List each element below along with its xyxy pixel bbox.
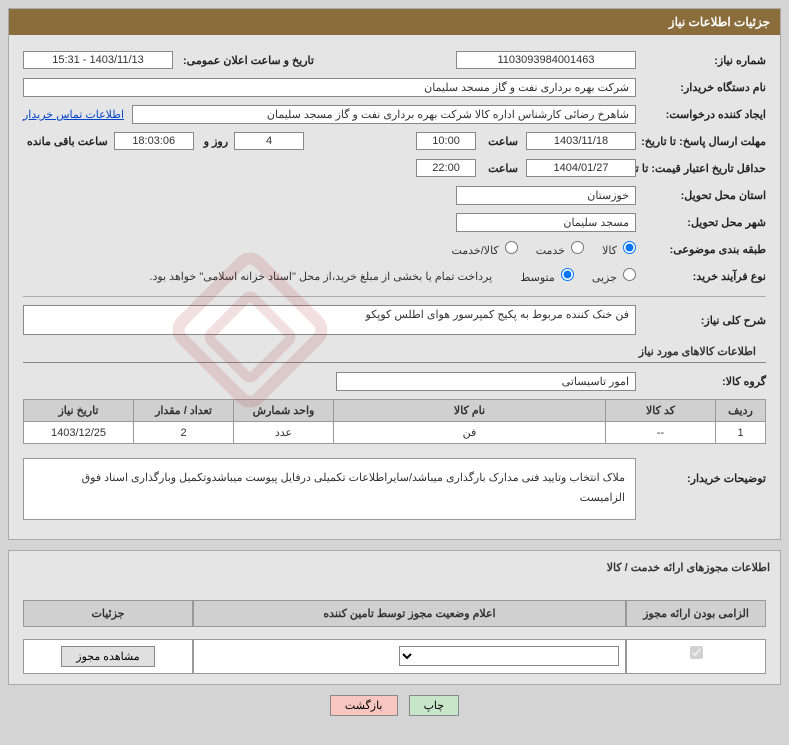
process-note: پرداخت تمام یا بخشی از مبلغ خرید،از محل … (149, 270, 492, 283)
lic-details-cell: مشاهده مجوز (23, 639, 193, 674)
panel-title: جزئیات اطلاعات نیاز (669, 15, 770, 29)
class-radio-both[interactable]: کالا/خدمت (451, 241, 517, 257)
desc-field: فن خنک کننده مربوط به پکیج کمپرسور هوای … (23, 305, 636, 335)
panel-header: جزئیات اطلاعات نیاز (9, 9, 780, 35)
proc-opt2: متوسط (520, 272, 555, 284)
license-data-row: مشاهده مجوز (23, 639, 766, 674)
time-label-2: ساعت (484, 162, 518, 175)
group-label: گروه کالا: (636, 375, 766, 388)
validity-time: 22:00 (416, 159, 476, 177)
license-title: اطلاعات مجوزهای ارائه خدمت / کالا (9, 557, 780, 578)
class-radio-goods[interactable]: کالا (602, 241, 636, 257)
th-name: نام کالا (334, 400, 606, 422)
validity-date: 1404/01/27 (526, 159, 636, 177)
need-no-label: شماره نیاز: (636, 54, 766, 67)
proc-radio-small[interactable]: جزیی (592, 268, 636, 284)
need-no-field: 1103093984001463 (456, 51, 636, 69)
proc-radio-medium[interactable]: متوسط (520, 268, 574, 284)
required-checkbox (690, 646, 703, 659)
class-opt2: خدمت (536, 245, 565, 257)
process-label: نوع فرآیند خرید: (636, 270, 766, 283)
back-button[interactable]: بازگشت (330, 695, 398, 716)
lic-col-details: جزئیات (23, 600, 193, 627)
contact-link[interactable]: اطلاعات تماس خریدار (23, 108, 124, 121)
th-row: ردیف (716, 400, 766, 422)
cell-code: -- (606, 422, 716, 444)
province-label: استان محل تحویل: (636, 189, 766, 202)
province-field: خوزستان (456, 186, 636, 205)
items-table: ردیف کد کالا نام کالا واحد شمارش تعداد /… (23, 399, 766, 444)
deadline-label: مهلت ارسال پاسخ: تا تاریخ: (636, 135, 766, 148)
status-select[interactable] (399, 646, 619, 666)
creator-field: شاهرخ رضائی کارشناس اداره کالا شرکت بهره… (132, 105, 636, 124)
class-radio-service[interactable]: خدمت (536, 241, 584, 257)
actions-bar: چاپ بازگشت (8, 695, 781, 716)
cell-name: فن (334, 422, 606, 444)
license-header-row: الزامی بودن ارائه مجوز اعلام وضعیت مجوز … (23, 600, 766, 627)
proc-opt1: جزیی (592, 272, 617, 284)
creator-label: ایجاد کننده درخواست: (636, 108, 766, 121)
th-code: کد کالا (606, 400, 716, 422)
city-label: شهر محل تحویل: (636, 216, 766, 229)
main-panel: جزئیات اطلاعات نیاز شماره نیاز: 11030939… (8, 8, 781, 540)
deadline-time: 10:00 (416, 132, 476, 150)
buyer-org-field: شرکت بهره برداری نفت و گاز مسجد سلیمان (23, 78, 636, 97)
cell-row: 1 (716, 422, 766, 444)
cell-qty: 2 (134, 422, 234, 444)
cell-unit: عدد (234, 422, 334, 444)
th-unit: واحد شمارش (234, 400, 334, 422)
class-label: طبقه بندی موضوعی: (636, 243, 766, 256)
days-and: روز و (200, 135, 228, 148)
th-qty: تعداد / مقدار (134, 400, 234, 422)
print-button[interactable]: چاپ (409, 695, 460, 716)
buyer-note-box: ملاک انتخاب وتایید فنی مدارک بارگذاری می… (23, 458, 636, 520)
countdown: 18:03:06 (114, 132, 194, 150)
time-label-1: ساعت (484, 135, 518, 148)
class-opt1: کالا (602, 245, 617, 257)
lic-status-cell (193, 639, 626, 674)
validity-label: حداقل تاریخ اعتبار قیمت: تا تاریخ: (636, 162, 766, 175)
cell-date: 1403/12/25 (24, 422, 134, 444)
buyer-note-label: توضیحات خریدار: (636, 452, 766, 485)
class-opt3: کالا/خدمت (451, 245, 498, 257)
buyer-org-label: نام دستگاه خریدار: (636, 81, 766, 94)
desc-label: شرح کلی نیاز: (636, 314, 766, 327)
announce-field: 1403/11/13 - 15:31 (23, 51, 173, 69)
items-section-title: اطلاعات کالاهای مورد نیاز (23, 341, 766, 363)
city-field: مسجد سلیمان (456, 213, 636, 232)
th-date: تاریخ نیاز (24, 400, 134, 422)
remaining-label: ساعت باقی مانده (23, 135, 108, 148)
group-field: امور تاسیساتی (336, 372, 636, 391)
lic-col-required: الزامی بودن ارائه مجوز (626, 600, 766, 627)
days-field: 4 (234, 132, 304, 150)
lic-col-status: اعلام وضعیت مجوز توسط تامین کننده (193, 600, 626, 627)
lic-required-cell (626, 639, 766, 674)
license-panel: اطلاعات مجوزهای ارائه خدمت / کالا الزامی… (8, 550, 781, 685)
table-row: 1 -- فن عدد 2 1403/12/25 (24, 422, 766, 444)
view-license-button[interactable]: مشاهده مجوز (61, 646, 154, 667)
announce-label: تاریخ و ساعت اعلان عمومی: (179, 54, 314, 67)
deadline-date: 1403/11/18 (526, 132, 636, 150)
